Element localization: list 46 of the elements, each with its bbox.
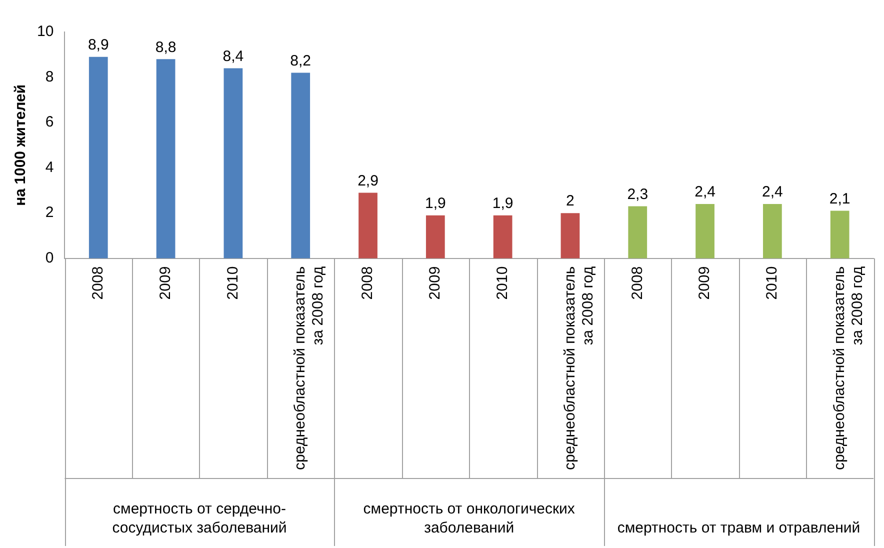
- x-tick-label: среднеобластной показатель за 2008 год: [830, 266, 866, 470]
- x-tick-label: 2009: [696, 266, 714, 300]
- x-tick-label: 2009: [426, 266, 444, 300]
- x-tick-label: 2010: [764, 266, 781, 300]
- y-tick-label: 10: [36, 23, 54, 40]
- data-label: 8,2: [290, 52, 312, 70]
- bar: [493, 215, 512, 258]
- data-label: 2,4: [762, 184, 783, 201]
- bar: [628, 206, 648, 258]
- bar: [156, 59, 176, 258]
- data-label: 1,9: [424, 194, 446, 212]
- text: смертность от онкологических заболеваний: [363, 500, 576, 537]
- y-tick-label: 8: [45, 68, 54, 86]
- bar: [88, 56, 108, 258]
- x-tick-label: 2008: [628, 266, 646, 300]
- y-tick-label: 6: [45, 114, 54, 131]
- text: смертность от травм и отравлений: [617, 520, 860, 537]
- x-tick-label: 2008: [359, 266, 376, 300]
- text: смертность от сердечно-сосудистых заболеваний: [112, 500, 287, 537]
- y-axis-title: на 1000 жителей: [12, 84, 30, 206]
- bar: [762, 204, 782, 258]
- data-label: 8,4: [222, 48, 244, 65]
- y-tick-label: 2: [45, 204, 54, 222]
- y-tick-label: 0: [45, 249, 54, 266]
- data-label: 1,9: [492, 194, 514, 212]
- x-tick-label: 2010: [494, 266, 511, 300]
- bar: [696, 204, 714, 258]
- bar: [224, 68, 243, 258]
- data-label: 8,8: [155, 38, 176, 56]
- data-label: 2,4: [694, 184, 716, 201]
- x-tick-label: 2009: [156, 266, 174, 300]
- bar: [560, 213, 580, 258]
- data-label: 2,9: [358, 172, 378, 190]
- bar: [426, 215, 445, 258]
- bar: [358, 192, 378, 258]
- bar: [830, 210, 850, 258]
- x-tick-label: среднеобластной показатель за 2008 год: [561, 266, 596, 470]
- data-label: 2: [566, 192, 574, 210]
- x-tick-label: среднеобластной показатель за 2008 год: [292, 266, 327, 470]
- data-label: 2,3: [627, 186, 648, 203]
- data-label: 2,1: [829, 190, 850, 208]
- data-label: 8,9: [88, 36, 109, 54]
- x-tick-label: 2010: [224, 266, 242, 300]
- bar: [291, 72, 310, 258]
- y-tick-label: 4: [45, 158, 54, 176]
- x-tick-label: 2008: [90, 266, 107, 300]
